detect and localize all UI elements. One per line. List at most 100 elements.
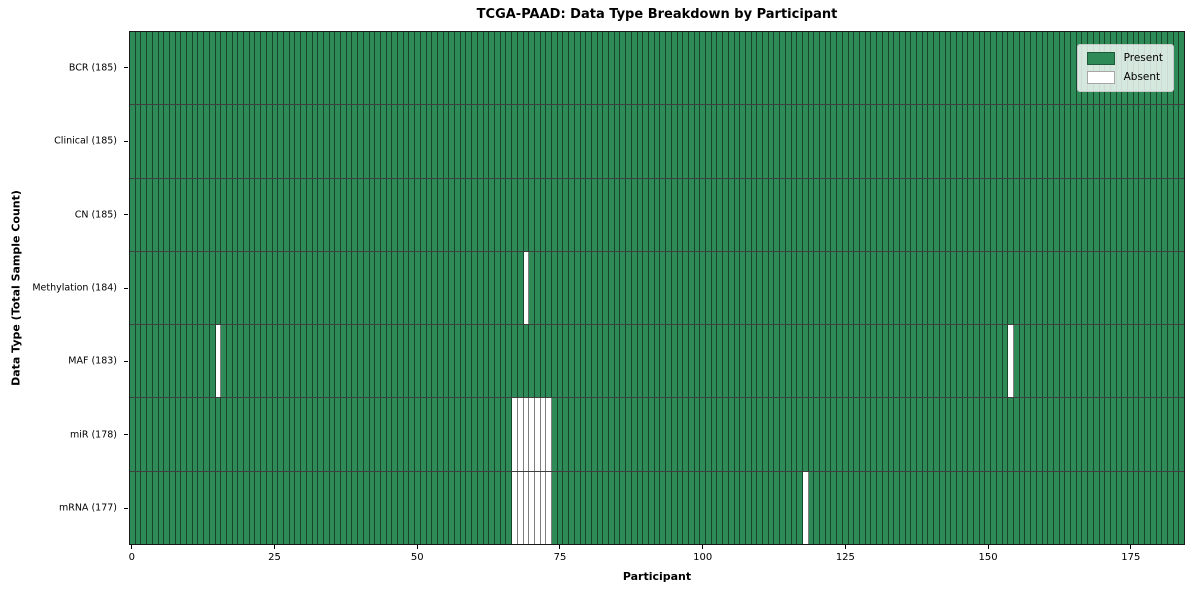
present-cell <box>780 398 786 471</box>
present-cell <box>158 105 165 178</box>
present-cell <box>1065 398 1072 471</box>
present-cell <box>432 471 438 544</box>
present-cell <box>991 471 997 544</box>
present-cell <box>848 325 855 398</box>
present-cell <box>209 251 216 325</box>
present-cell <box>495 105 501 178</box>
present-cell <box>820 325 826 398</box>
present-cell <box>1059 471 1066 544</box>
present-cell <box>740 251 746 325</box>
absent-cell <box>523 251 530 325</box>
present-cell <box>688 105 695 178</box>
present-cell <box>329 105 336 178</box>
present-cell <box>477 105 484 178</box>
present-cell <box>951 105 957 178</box>
present-cell <box>820 471 826 544</box>
present-cell <box>637 178 644 251</box>
present-cell <box>586 471 592 544</box>
present-cell <box>426 32 433 105</box>
present-cell <box>409 471 416 544</box>
present-cell <box>637 251 644 325</box>
present-cell <box>945 32 952 105</box>
present-cell <box>546 32 553 105</box>
present-cell <box>244 398 250 471</box>
present-cell <box>477 251 484 325</box>
present-cell <box>643 251 649 325</box>
present-cell <box>785 251 792 325</box>
present-cell <box>318 471 324 544</box>
present-cell <box>266 398 273 471</box>
present-cell <box>1167 325 1174 398</box>
present-cell <box>489 251 495 325</box>
present-cell <box>700 398 707 471</box>
present-cell <box>341 251 347 325</box>
present-cell <box>1139 105 1146 178</box>
present-cell <box>723 471 729 544</box>
present-cell <box>198 471 205 544</box>
present-cell <box>1048 178 1054 251</box>
present-cell <box>574 398 581 471</box>
present-cell <box>1150 105 1157 178</box>
present-cell <box>745 178 752 251</box>
present-cell <box>164 471 170 544</box>
present-cell <box>283 325 290 398</box>
present-cell <box>740 398 746 471</box>
present-cell <box>335 178 342 251</box>
present-cell <box>717 105 724 178</box>
present-cell <box>928 178 935 251</box>
present-cell <box>563 251 570 325</box>
present-cell <box>187 105 193 178</box>
present-cell <box>306 471 313 544</box>
present-cell <box>437 398 444 471</box>
present-cell <box>574 105 581 178</box>
present-cell <box>318 105 324 178</box>
present-cell <box>375 105 381 178</box>
present-cell <box>563 32 570 105</box>
present-cell <box>466 325 473 398</box>
present-cell <box>272 251 279 325</box>
present-cell <box>1093 105 1100 178</box>
present-cell <box>415 178 421 251</box>
present-cell <box>591 178 598 251</box>
present-cell <box>1019 105 1026 178</box>
y-tick-mark <box>124 140 128 142</box>
present-cell <box>415 105 421 178</box>
present-cell <box>905 398 912 471</box>
present-cell <box>272 398 279 471</box>
present-cell <box>837 32 843 105</box>
present-cell <box>962 398 969 471</box>
present-cell <box>1025 251 1032 325</box>
present-cell <box>363 32 370 105</box>
present-cell <box>728 325 735 398</box>
present-cell <box>934 325 940 398</box>
present-cell <box>768 178 775 251</box>
present-cell <box>1122 178 1129 251</box>
present-cell <box>1076 471 1083 544</box>
present-cell <box>352 178 359 251</box>
present-cell <box>820 251 826 325</box>
present-cell <box>956 325 963 398</box>
present-cell <box>460 398 467 471</box>
present-cell <box>671 398 678 471</box>
present-cell <box>1110 398 1117 471</box>
present-cell <box>209 325 216 398</box>
present-cell <box>341 471 347 544</box>
present-cell <box>369 32 376 105</box>
present-cell <box>683 178 689 251</box>
present-cell <box>323 178 330 251</box>
present-cell <box>249 178 256 251</box>
present-cell <box>979 325 986 398</box>
present-cell <box>780 251 786 325</box>
present-cell <box>1156 105 1163 178</box>
present-cell <box>831 471 838 544</box>
present-cell <box>1122 398 1129 471</box>
present-cell <box>1013 398 1020 471</box>
present-cell <box>848 105 855 178</box>
present-cell <box>631 398 638 471</box>
present-cell <box>403 471 410 544</box>
present-cell <box>1105 325 1111 398</box>
present-cell <box>1031 471 1037 544</box>
present-cell <box>580 251 587 325</box>
present-cell <box>392 178 399 251</box>
present-cell <box>534 178 541 251</box>
